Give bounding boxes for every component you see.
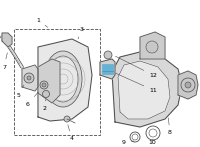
Text: 11: 11 xyxy=(116,73,157,92)
Polygon shape xyxy=(22,65,38,91)
Ellipse shape xyxy=(48,56,78,102)
Circle shape xyxy=(146,41,158,53)
Polygon shape xyxy=(2,33,12,47)
Circle shape xyxy=(43,91,50,97)
Ellipse shape xyxy=(44,51,82,107)
Circle shape xyxy=(181,78,195,92)
Polygon shape xyxy=(112,52,182,127)
Circle shape xyxy=(185,82,191,88)
Text: 9: 9 xyxy=(122,141,134,146)
Circle shape xyxy=(40,81,48,89)
Circle shape xyxy=(24,73,34,83)
Text: 3: 3 xyxy=(78,26,84,39)
Text: 10: 10 xyxy=(148,139,156,146)
Text: 5: 5 xyxy=(16,85,24,97)
Circle shape xyxy=(104,51,112,59)
Polygon shape xyxy=(140,32,165,59)
Circle shape xyxy=(42,83,46,87)
Polygon shape xyxy=(38,39,92,121)
Text: 4: 4 xyxy=(68,125,74,142)
Text: 1: 1 xyxy=(36,17,48,27)
Text: 8: 8 xyxy=(168,118,172,136)
Text: 7: 7 xyxy=(2,53,7,70)
Bar xyxy=(102,64,113,74)
Text: 6: 6 xyxy=(26,92,38,106)
Polygon shape xyxy=(100,59,115,79)
Circle shape xyxy=(64,116,70,122)
Polygon shape xyxy=(118,61,170,119)
Polygon shape xyxy=(38,59,60,103)
Text: 2: 2 xyxy=(42,99,46,112)
Text: 12: 12 xyxy=(115,56,157,77)
Circle shape xyxy=(27,76,31,80)
Polygon shape xyxy=(178,71,198,99)
